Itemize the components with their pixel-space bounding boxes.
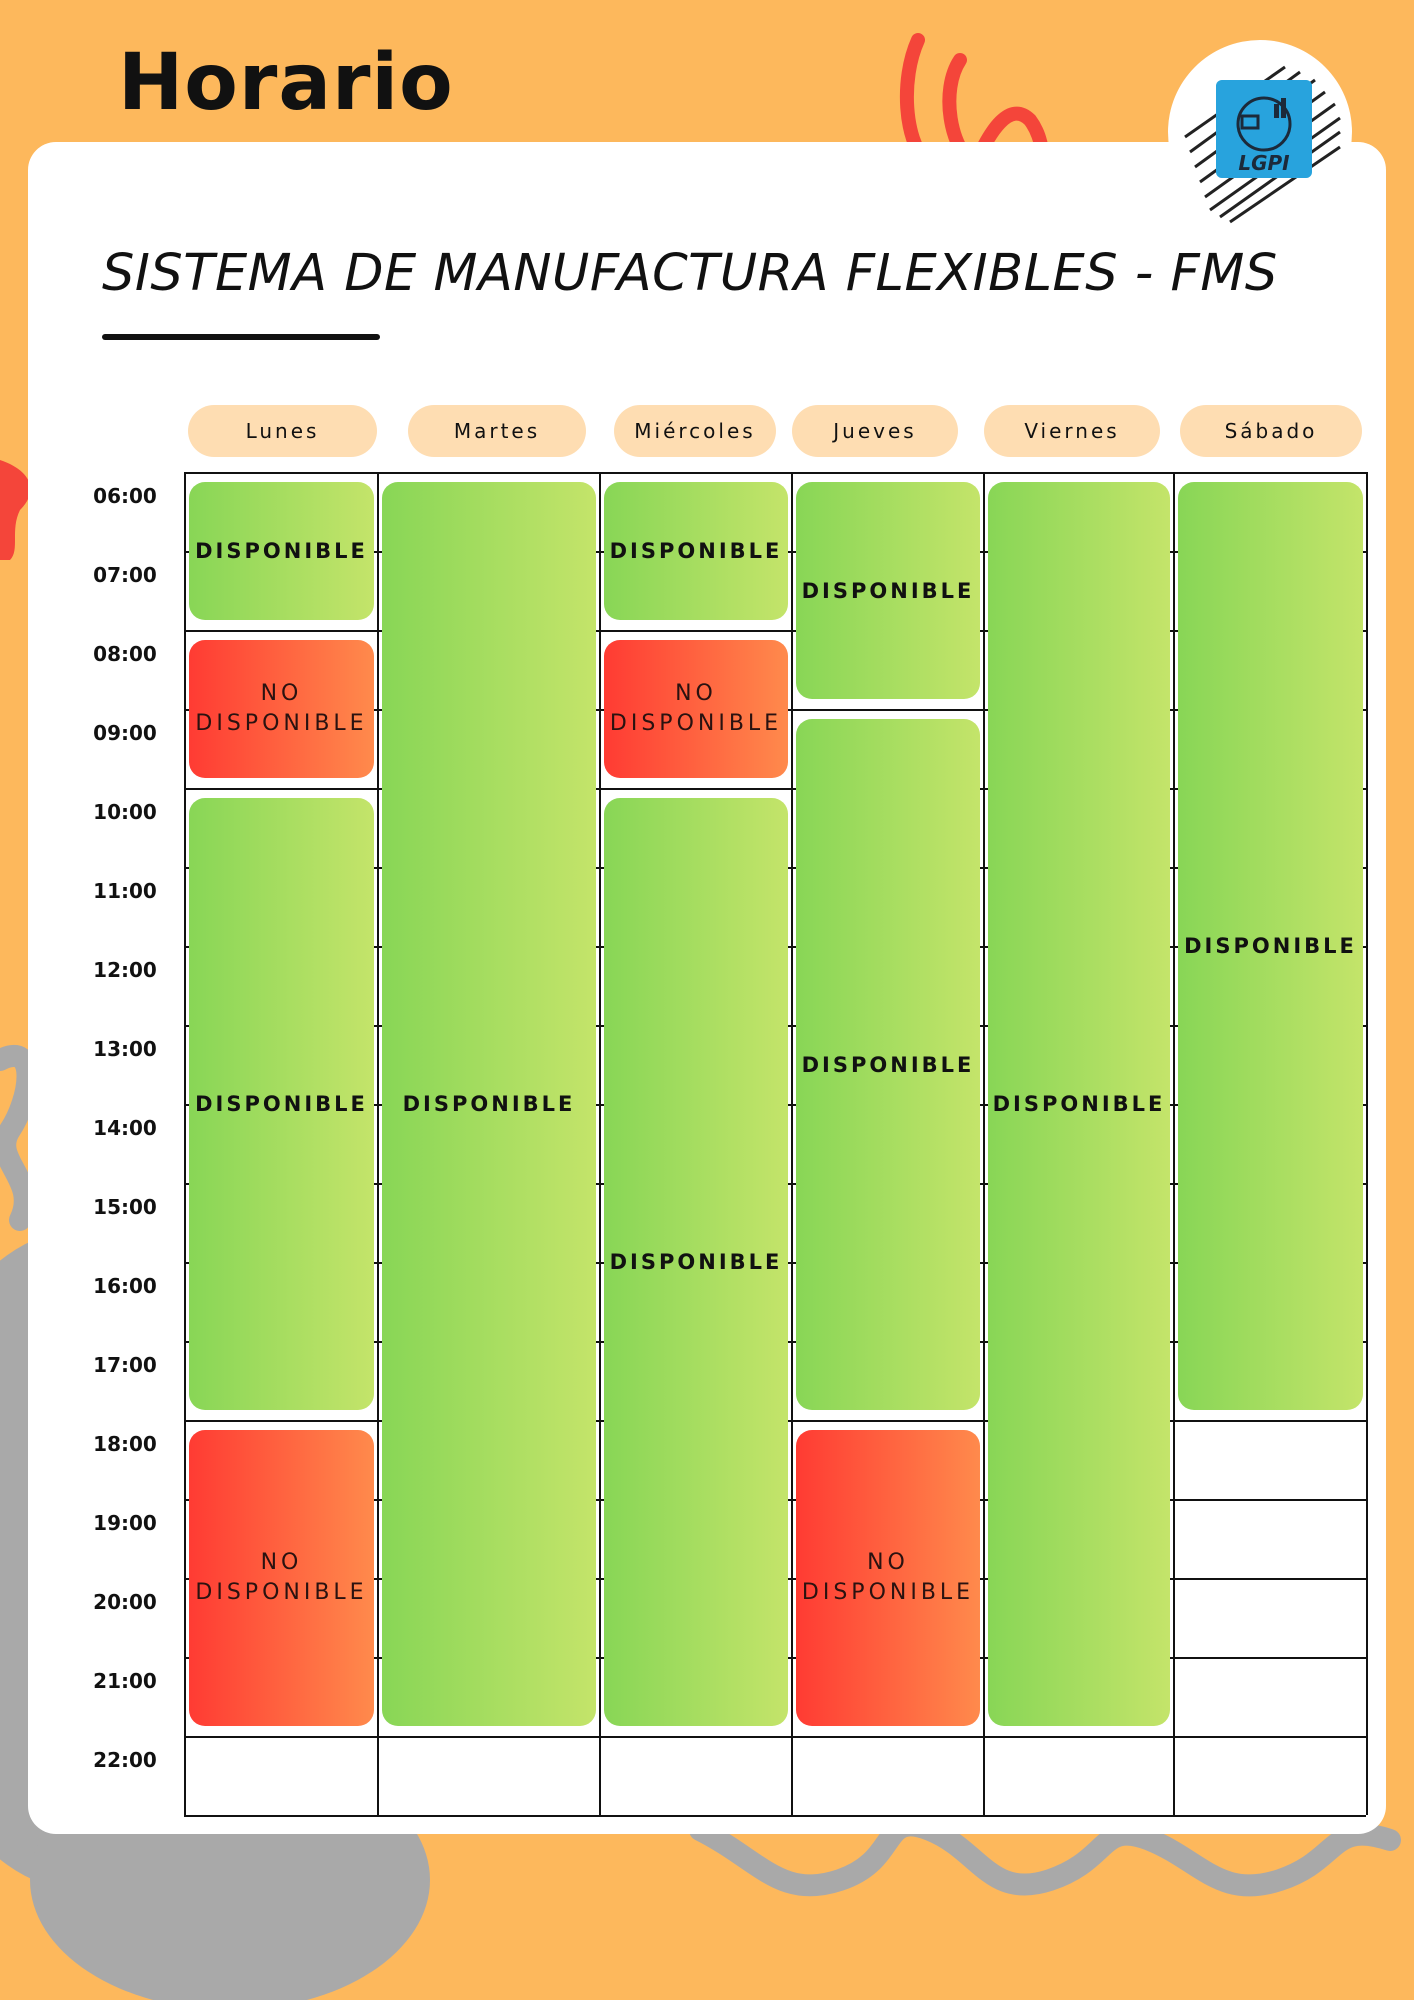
- gray-squiggle-left: [0, 1045, 39, 1231]
- day-header-martes: Martes: [408, 405, 586, 457]
- time-label: 07:00: [93, 563, 157, 587]
- day-header-jueves: Jueves: [792, 405, 958, 457]
- slot-jueves-available: DISPONIBLE: [796, 482, 980, 699]
- grid-column-line: [1366, 472, 1368, 1815]
- day-header-viernes: Viernes: [984, 405, 1160, 457]
- slot-jueves-available: DISPONIBLE: [796, 719, 980, 1410]
- time-label: 15:00: [93, 1195, 157, 1219]
- slot-viernes-available: DISPONIBLE: [988, 482, 1170, 1726]
- logo-text: LGPI: [1238, 151, 1290, 175]
- grid-row-line: [184, 630, 1366, 632]
- time-label: 08:00: [93, 642, 157, 666]
- slot-lunes-unavailable: NO DISPONIBLE: [189, 1430, 374, 1726]
- time-label: 17:00: [93, 1353, 157, 1377]
- slot-label: DISPONIBLE: [402, 1092, 576, 1116]
- slot-lunes-available: DISPONIBLE: [189, 482, 374, 620]
- grid-column-line: [599, 472, 601, 1815]
- slot-label: DISPONIBLE: [1184, 934, 1357, 958]
- slot-label-line1: NO: [260, 1550, 303, 1576]
- time-label: 19:00: [93, 1511, 157, 1535]
- grid-column-line: [1173, 472, 1175, 1815]
- time-label: 20:00: [93, 1590, 157, 1614]
- slot-label: DISPONIBLE: [609, 539, 783, 563]
- slot-label-line2: DISPONIBLE: [609, 711, 783, 736]
- slot-sabado-available: DISPONIBLE: [1178, 482, 1363, 1410]
- slot-martes-available: DISPONIBLE: [382, 482, 596, 1726]
- grid-row-line: [184, 1736, 1366, 1738]
- slot-lunes-unavailable: NO DISPONIBLE: [189, 640, 374, 778]
- slot-label-line1: NO: [260, 681, 303, 707]
- time-label: 21:00: [93, 1669, 157, 1693]
- page-subtitle: SISTEMA DE MANUFACTURA FLEXIBLES - FMS: [102, 244, 1278, 303]
- slot-label: DISPONIBLE: [992, 1092, 1166, 1116]
- slot-label: DISPONIBLE: [195, 1092, 368, 1116]
- time-label: 11:00: [93, 879, 157, 903]
- slot-label-line1: NO: [867, 1550, 909, 1576]
- grid-column-line: [184, 472, 186, 1815]
- day-header-sabado: Sábado: [1180, 405, 1362, 457]
- day-header-miercoles: Miércoles: [614, 405, 776, 457]
- time-label: 06:00: [93, 484, 157, 508]
- slot-label-line2: DISPONIBLE: [801, 1580, 975, 1605]
- slot-label: DISPONIBLE: [195, 539, 368, 563]
- slot-miercoles-available: DISPONIBLE: [604, 482, 788, 620]
- logo: LGPI: [1150, 32, 1370, 232]
- page-title: Horario: [118, 38, 454, 128]
- time-label: 10:00: [93, 800, 157, 824]
- subtitle-underline: [102, 334, 380, 340]
- day-header-lunes: Lunes: [188, 405, 377, 457]
- time-label: 12:00: [93, 958, 157, 982]
- grid-column-line: [377, 472, 379, 1815]
- gray-squiggle-bottom: [689, 1814, 1401, 1897]
- slot-label: DISPONIBLE: [801, 1052, 975, 1077]
- time-label: 18:00: [93, 1432, 157, 1456]
- slot-lunes-available: DISPONIBLE: [189, 798, 374, 1410]
- slot-miercoles-available: DISPONIBLE: [604, 798, 788, 1726]
- slot-label: DISPONIBLE: [609, 1250, 783, 1274]
- slot-jueves-unavailable: NO DISPONIBLE: [796, 1430, 980, 1726]
- red-shape-left: [0, 460, 31, 560]
- grid-column-line: [791, 472, 793, 1815]
- time-label: 22:00: [93, 1748, 157, 1772]
- grid-column-line: [983, 472, 985, 1815]
- time-label: 13:00: [93, 1037, 157, 1061]
- grid-row-line: [184, 788, 1366, 790]
- grid-row-line: [184, 472, 1366, 474]
- time-label: 09:00: [93, 721, 157, 745]
- slot-label: DISPONIBLE: [801, 578, 975, 603]
- slot-label-line2: DISPONIBLE: [195, 1580, 368, 1605]
- slot-label-line2: DISPONIBLE: [195, 711, 368, 736]
- time-label: 14:00: [93, 1116, 157, 1140]
- grid-row-line: [184, 1815, 1366, 1817]
- time-label: 16:00: [93, 1274, 157, 1298]
- slot-miercoles-unavailable: NO DISPONIBLE: [604, 640, 788, 778]
- slot-label-line1: NO: [675, 681, 717, 707]
